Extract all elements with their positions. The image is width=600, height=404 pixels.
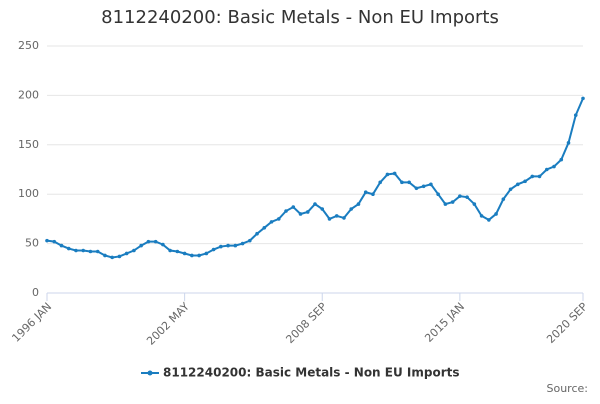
chart-title: 8112240200: Basic Metals - Non EU Import… — [101, 7, 499, 28]
point — [219, 244, 223, 249]
point — [240, 241, 245, 246]
point — [458, 194, 462, 198]
point — [465, 195, 469, 199]
point — [52, 239, 57, 244]
point — [429, 182, 433, 187]
point — [305, 210, 310, 214]
point — [523, 179, 527, 184]
series-line — [46, 97, 584, 259]
point — [544, 167, 549, 172]
point — [204, 251, 209, 256]
point — [211, 247, 216, 252]
point — [472, 202, 477, 206]
point — [508, 187, 513, 192]
point — [349, 207, 354, 211]
point — [276, 217, 281, 221]
point — [66, 246, 71, 251]
point — [255, 231, 259, 236]
point — [371, 192, 375, 196]
point — [103, 253, 107, 258]
point — [342, 216, 346, 220]
point — [269, 220, 274, 224]
point — [516, 182, 520, 187]
legend-label: 8112240200: Basic Metals - Non EU Import… — [163, 366, 460, 380]
y-tick-label: 200 — [18, 88, 39, 101]
point — [487, 218, 491, 222]
point — [501, 197, 506, 201]
point — [110, 255, 114, 260]
point — [363, 190, 368, 195]
point — [530, 174, 535, 179]
y-tick-label: 0 — [32, 286, 39, 299]
point — [74, 248, 78, 253]
point — [378, 180, 382, 185]
point — [226, 243, 230, 248]
point — [421, 184, 426, 189]
point — [400, 180, 404, 185]
point — [537, 174, 542, 179]
point — [139, 243, 143, 248]
point — [385, 172, 390, 177]
point — [566, 141, 571, 145]
y-tick-label: 50 — [25, 237, 39, 250]
point — [59, 243, 64, 248]
y-tick-label: 100 — [18, 187, 39, 200]
point — [233, 243, 238, 248]
point — [81, 248, 86, 253]
point — [182, 251, 187, 256]
point — [392, 171, 397, 176]
point — [262, 225, 267, 230]
point — [146, 239, 151, 244]
x-tick-label: 2020 SEP — [544, 300, 590, 346]
point — [327, 217, 332, 221]
point — [168, 248, 172, 253]
point — [559, 157, 564, 162]
point — [581, 96, 585, 101]
point — [132, 248, 136, 253]
point — [284, 209, 288, 213]
y-tick-label: 150 — [18, 138, 39, 151]
point — [356, 202, 361, 206]
point — [190, 253, 194, 258]
point — [124, 251, 129, 256]
point — [436, 192, 440, 196]
point — [407, 180, 411, 185]
y-tick-label: 250 — [18, 39, 39, 52]
point — [313, 202, 317, 206]
x-tick-label: 2015 JAN — [422, 300, 467, 345]
point — [153, 239, 158, 244]
point — [334, 214, 339, 218]
point — [248, 238, 252, 243]
point — [298, 212, 303, 216]
point — [494, 212, 498, 216]
source: Source: — [547, 382, 589, 395]
point — [573, 113, 578, 117]
point — [414, 186, 419, 191]
point — [161, 242, 165, 247]
point — [479, 214, 484, 218]
point — [450, 200, 455, 204]
point — [443, 202, 448, 206]
x-tick-label: 1996 JAN — [9, 300, 54, 345]
point — [117, 254, 122, 259]
legend-marker — [147, 370, 153, 376]
point — [88, 249, 93, 254]
point — [320, 207, 325, 211]
point — [197, 253, 201, 258]
x-tick-label: 2002 MAY — [144, 300, 192, 348]
x-tick-label: 2008 SEP — [283, 300, 329, 346]
point — [291, 205, 296, 209]
point — [95, 249, 100, 254]
point — [175, 249, 180, 254]
point — [45, 238, 49, 243]
point — [552, 164, 556, 169]
